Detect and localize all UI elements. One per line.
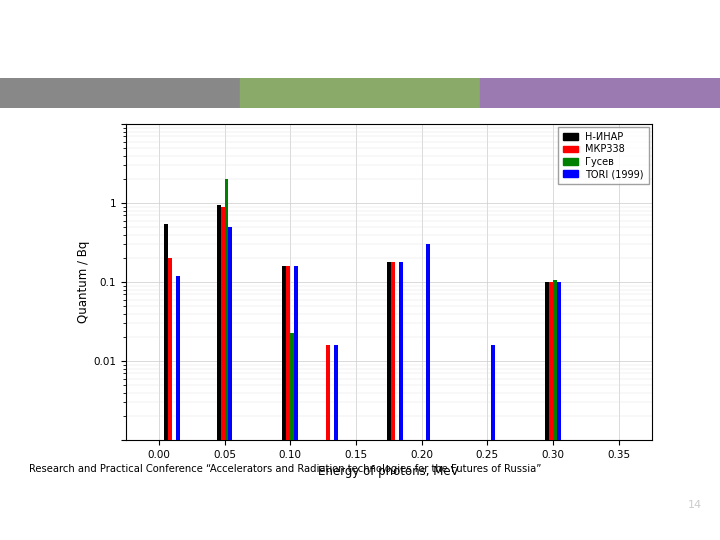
- X-axis label: Energy of photons, MeV: Energy of photons, MeV: [318, 465, 459, 478]
- Y-axis label: Quantum / Bq: Quantum / Bq: [78, 241, 91, 323]
- Bar: [491, 345, 495, 540]
- Bar: [282, 266, 287, 540]
- Bar: [294, 266, 298, 540]
- Bar: [392, 262, 395, 540]
- Bar: [325, 345, 330, 540]
- Bar: [176, 276, 180, 540]
- Bar: [287, 266, 290, 540]
- Bar: [164, 224, 168, 540]
- Bar: [228, 227, 233, 540]
- Text: 28-29 September 2012, Saint-Petersburg: 28-29 September 2012, Saint-Petersburg: [168, 507, 523, 522]
- Bar: [0, 78, 240, 108]
- Bar: [217, 205, 220, 540]
- Bar: [549, 282, 553, 540]
- Text: Research and Practical Conference “Accelerators and Radiation technologies for t: Research and Practical Conference “Accel…: [29, 464, 541, 474]
- Bar: [553, 280, 557, 540]
- Bar: [400, 262, 403, 540]
- Legend: H-ИНАР, МКР338, Гусев, TORI (1999): H-ИНАР, МКР338, Гусев, TORI (1999): [558, 127, 649, 184]
- Bar: [290, 333, 294, 540]
- Bar: [220, 207, 225, 540]
- Text: 14: 14: [688, 500, 702, 510]
- Bar: [426, 245, 430, 540]
- Bar: [225, 179, 228, 540]
- Bar: [480, 78, 720, 108]
- Bar: [387, 262, 392, 540]
- Text: Energy spectrum (or distribution) of gamma quanta: Energy spectrum (or distribution) of gam…: [18, 20, 543, 38]
- Bar: [240, 78, 480, 108]
- Bar: [557, 282, 561, 540]
- Bar: [545, 282, 549, 540]
- Bar: [333, 345, 338, 540]
- Bar: [168, 258, 172, 540]
